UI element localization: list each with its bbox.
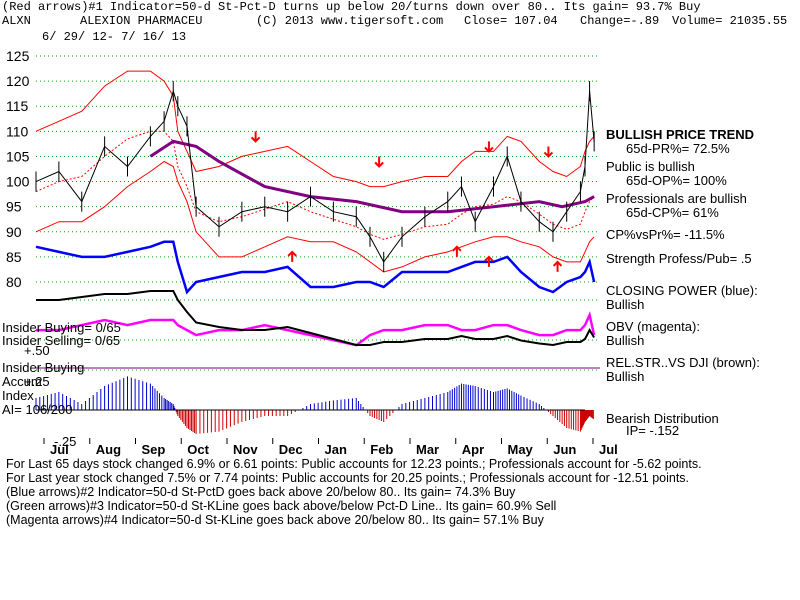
sell-arrow bbox=[484, 141, 494, 153]
mid-band-line bbox=[35, 130, 595, 240]
x-tick-label: Aug bbox=[96, 442, 121, 457]
y-tick-label: 95 bbox=[6, 199, 22, 215]
y-tick-label: 125 bbox=[6, 48, 30, 64]
change-value: Change=-.89 bbox=[580, 14, 660, 28]
sell-arrow bbox=[543, 146, 554, 158]
footer-line3: (Blue arrows)#2 Indicator=50-d St-PctD g… bbox=[6, 485, 516, 499]
buy-arrow bbox=[452, 245, 462, 257]
plus50-label: +.50 bbox=[24, 343, 50, 358]
sell-arrow bbox=[374, 156, 384, 168]
public-status: Public is bullish bbox=[606, 159, 695, 174]
insider-buying-count: Insider Buying= 0/65 bbox=[2, 320, 121, 335]
ticker: ALXN bbox=[2, 14, 31, 28]
y-tick-label: 100 bbox=[6, 174, 30, 190]
obv-label: OBV (magenta): bbox=[606, 319, 700, 334]
closing-power-line bbox=[35, 240, 596, 295]
insider-selling-count: Insider Selling= 0/65 bbox=[2, 333, 121, 348]
strength-value: Strength Profess/Pub= .5 bbox=[606, 251, 752, 266]
y-tick-label: 115 bbox=[6, 98, 29, 114]
x-tick-label: Nov bbox=[233, 442, 258, 457]
moving-average-line bbox=[149, 139, 595, 214]
x-tick-label: Jun bbox=[553, 442, 576, 457]
professionals-status: Professionals are bullish bbox=[606, 191, 747, 206]
x-tick-label: Feb bbox=[370, 442, 393, 457]
footer-line5: (Magenta arrows)#4 Indicator=50-d St-KLi… bbox=[6, 513, 544, 527]
obv-status: Bullish bbox=[606, 333, 645, 348]
cp-value: 65d-CP%= 61% bbox=[626, 205, 719, 220]
footer-line2: For Last year stock changed 7.5% or 7.74… bbox=[6, 471, 690, 485]
y-tick-label: 110 bbox=[6, 123, 29, 139]
y-tick-label: 105 bbox=[6, 148, 30, 164]
y-tick-label: 85 bbox=[6, 249, 22, 265]
price-line bbox=[35, 89, 595, 263]
index-label: Index bbox=[2, 388, 34, 403]
lower-band-line bbox=[35, 160, 595, 273]
close-value: Close= 107.04 bbox=[464, 14, 558, 28]
x-tick-label: Jul bbox=[50, 442, 69, 457]
accum-label: Accum bbox=[2, 374, 42, 389]
trend-title: BULLISH PRICE TREND bbox=[606, 127, 755, 142]
x-tick-label: Jan bbox=[325, 442, 347, 457]
buy-arrow bbox=[287, 250, 297, 262]
upper-band-line bbox=[35, 70, 595, 188]
footer-line1: For Last 65 days stock changed 6.9% or 6… bbox=[6, 457, 702, 471]
date-range: 6/ 29/ 12- 7/ 16/ 13 bbox=[42, 30, 187, 44]
x-tick-label: Sep bbox=[142, 442, 166, 457]
x-tick-label: Mar bbox=[416, 442, 439, 457]
copyright: (C) 2013 www.tigersoft.com bbox=[256, 14, 444, 28]
header-line1: (Red arrows)#1 Indicator=50-d St-Pct-D t… bbox=[2, 0, 701, 14]
bearish-label: Bearish Distribution bbox=[606, 411, 719, 426]
pr-value: 65d-PR%= 72.5% bbox=[626, 141, 730, 156]
x-tick-label: Dec bbox=[279, 442, 303, 457]
y-tick-label: 120 bbox=[6, 73, 30, 89]
ip-value: IP= -.152 bbox=[626, 423, 680, 438]
x-tick-label: Oct bbox=[187, 442, 209, 457]
buy-arrow bbox=[552, 260, 563, 272]
x-tick-label: Apr bbox=[462, 442, 484, 457]
insider-buying-label: Insider Buying bbox=[2, 360, 85, 375]
buy-arrow bbox=[484, 255, 494, 267]
y-tick-label: 90 bbox=[6, 224, 22, 240]
plus25-label: +.25 bbox=[24, 374, 50, 389]
closing-power-label: CLOSING POWER (blue): bbox=[606, 283, 758, 298]
y-tick-label: 80 bbox=[6, 274, 22, 290]
company-name: ALEXION PHARMACEU bbox=[80, 14, 203, 28]
relstr-label: REL.STR..VS DJI (brown): bbox=[606, 355, 760, 370]
ai-value: AI= 106/200 bbox=[2, 402, 73, 417]
x-tick-label: Jul bbox=[599, 442, 618, 457]
relstr-status: Bullish bbox=[606, 369, 645, 384]
volume-value: Volume= 21035.55 bbox=[672, 14, 788, 28]
x-tick-label: May bbox=[508, 442, 534, 457]
closing-power-status: Bullish bbox=[606, 297, 645, 312]
minus25-label: -.25 bbox=[54, 434, 77, 449]
sell-arrow bbox=[250, 131, 261, 143]
cpvspr-value: CP%vsPr%= -11.5% bbox=[606, 227, 725, 242]
relative-strength-line bbox=[36, 290, 595, 347]
footer-line4: (Green arrows)#3 Indicator=50-d St-KLine… bbox=[6, 499, 557, 513]
op-value: 65d-OP%= 100% bbox=[626, 173, 727, 188]
